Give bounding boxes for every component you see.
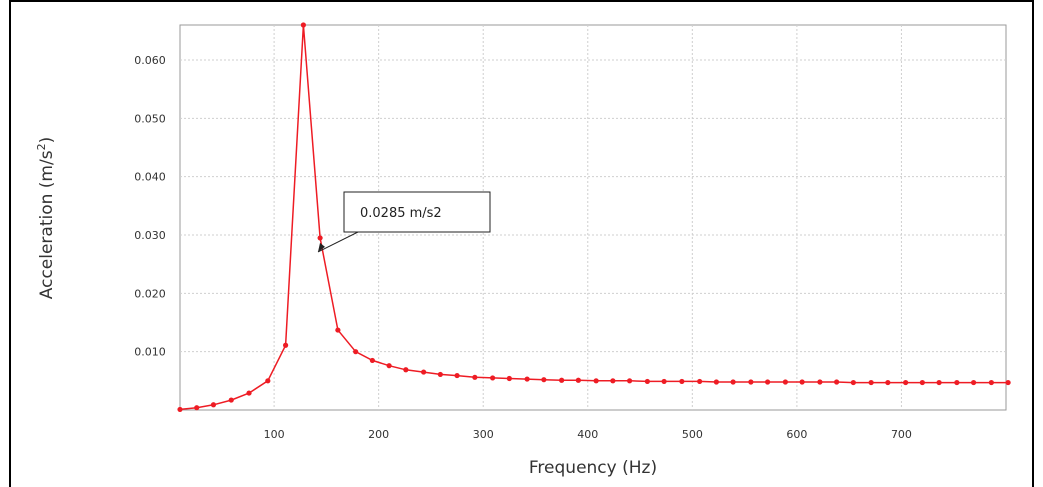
- y-tick-label: 0.040: [134, 171, 166, 184]
- annotation: 0.0285 m/s2: [317, 191, 491, 253]
- data-point: [626, 378, 633, 384]
- data-point: [210, 402, 217, 408]
- data-point: [246, 390, 252, 396]
- data-point: [817, 379, 823, 385]
- data-point: [885, 379, 891, 386]
- data-point: [421, 369, 427, 375]
- data-point: [177, 406, 183, 413]
- data-point: [541, 377, 547, 383]
- data-point: [748, 379, 754, 385]
- x-axis-label: Frequency (Hz): [529, 458, 657, 478]
- plot-area: [179, 24, 1007, 411]
- y-tick-labels: 0.010 0.020 0.030 0.040 0.050 0.060: [134, 54, 166, 359]
- annotation-leader: [317, 231, 359, 253]
- data-point: [575, 377, 581, 383]
- x-tick-label: 100: [264, 428, 285, 441]
- data-point: [228, 397, 234, 403]
- y-axis-label-sup: 2: [35, 143, 48, 150]
- data-point: [386, 363, 392, 369]
- x-tick-label: 400: [577, 428, 598, 441]
- data-point: [524, 376, 530, 382]
- data-point: [644, 378, 650, 385]
- x-tick-label: 500: [682, 428, 703, 441]
- data-point: [353, 349, 359, 355]
- y-tick-label: 0.030: [134, 229, 166, 242]
- grid-lines: [180, 25, 1006, 410]
- y-axis-label-end: ): [37, 137, 57, 144]
- data-point: [194, 405, 200, 411]
- data-point: [403, 367, 409, 373]
- data-point: [369, 357, 375, 364]
- data-point: [490, 375, 496, 381]
- data-point: [679, 378, 685, 385]
- data-point: [472, 374, 478, 380]
- y-axis-label: Acceleration (m/s2): [35, 137, 57, 299]
- y-tick-label: 0.020: [134, 287, 166, 300]
- data-point: [610, 378, 616, 384]
- data-point: [317, 235, 323, 241]
- data-point: [265, 378, 271, 384]
- data-point: [454, 372, 460, 379]
- data-point: [903, 379, 909, 386]
- data-point: [713, 379, 719, 385]
- data-point: [661, 378, 667, 385]
- data-point: [970, 379, 977, 386]
- y-tick-label: 0.050: [134, 112, 166, 125]
- data-point: [868, 379, 874, 386]
- data-point: [697, 378, 703, 385]
- y-tick-label: 0.060: [134, 54, 166, 67]
- x-tick-label: 300: [473, 428, 494, 441]
- data-point: [954, 379, 960, 386]
- data-point: [593, 378, 599, 384]
- data-point: [988, 379, 994, 386]
- data-point: [799, 379, 805, 385]
- annotation-arrowhead: [318, 242, 326, 252]
- data-point: [730, 379, 736, 385]
- data-point: [1005, 379, 1011, 386]
- data-point: [506, 375, 512, 382]
- x-tick-label: 200: [368, 428, 389, 441]
- y-tick-label: 0.010: [134, 346, 166, 359]
- data-point: [437, 371, 443, 378]
- data-point: [765, 379, 771, 385]
- data-point: [782, 379, 788, 385]
- annotation-box: [343, 191, 491, 233]
- series-acceleration: [177, 22, 1011, 413]
- y-axis-label-base: Acceleration (m/s: [37, 150, 57, 299]
- data-point: [283, 342, 289, 348]
- data-point: [300, 22, 306, 28]
- data-point: [834, 379, 840, 385]
- data-point: [919, 379, 925, 386]
- x-tick-labels: 100 200 300 400 500 600 700: [264, 428, 912, 441]
- data-point: [850, 379, 856, 386]
- x-tick-label: 600: [786, 428, 807, 441]
- data-point: [559, 377, 565, 383]
- data-point: [335, 327, 341, 333]
- data-point: [936, 379, 942, 386]
- x-tick-label: 700: [891, 428, 912, 441]
- annotation-text: 0.0285 m/s2: [360, 206, 442, 221]
